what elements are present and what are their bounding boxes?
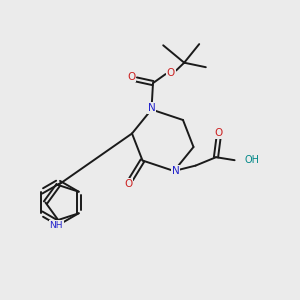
Text: NH: NH	[49, 221, 63, 230]
Text: O: O	[124, 179, 132, 189]
Text: N: N	[172, 166, 179, 176]
Text: N: N	[148, 103, 155, 113]
Text: OH: OH	[244, 155, 259, 165]
Text: O: O	[215, 128, 223, 138]
Text: O: O	[167, 68, 175, 78]
Text: O: O	[127, 71, 136, 82]
